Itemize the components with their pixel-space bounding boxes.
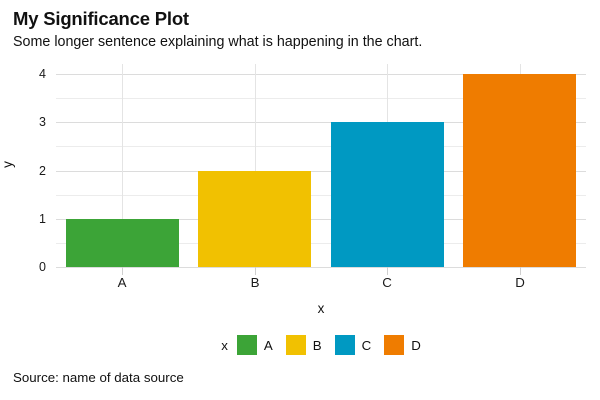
legend-label: A xyxy=(263,337,273,353)
y-tick-label: 1 xyxy=(39,211,46,226)
legend-item-A: A xyxy=(236,335,273,355)
bar-B xyxy=(198,170,311,267)
y-minor-gridline xyxy=(56,98,586,100)
x-tick-mark xyxy=(520,267,521,275)
legend-item-B: B xyxy=(285,335,322,355)
y-minor-gridline xyxy=(56,194,586,196)
x-tick-label: D xyxy=(515,275,525,290)
legend-label: D xyxy=(411,337,421,353)
y-major-gridline xyxy=(56,170,586,172)
legend-label: B xyxy=(312,337,322,353)
bar-A xyxy=(66,218,179,267)
y-tick-label: 3 xyxy=(39,115,46,130)
source-caption: Source: name of data source xyxy=(13,370,184,385)
x-tick-label: B xyxy=(250,275,260,290)
y-major-gridline xyxy=(56,74,586,75)
y-minor-gridline xyxy=(56,242,586,244)
y-tick-label: 2 xyxy=(39,163,46,178)
y-major-gridline xyxy=(56,267,586,268)
y-tick-label: 4 xyxy=(39,67,46,81)
plot-panel: 0 1 2 3 4 A B C D xyxy=(39,64,586,290)
y-major-gridline xyxy=(56,218,586,220)
legend-item-C: C xyxy=(334,335,372,355)
legend-label: C xyxy=(361,337,372,353)
legend-swatch-C xyxy=(334,335,355,355)
legend-item-D: D xyxy=(384,335,421,355)
legend-title: x xyxy=(221,337,228,353)
bar-C xyxy=(331,122,444,267)
x-tick-mark xyxy=(255,267,256,275)
y-minor-gridline xyxy=(56,146,586,148)
category-gridline xyxy=(255,64,256,267)
chart-subtitle: Some longer sentence explaining what is … xyxy=(13,34,423,50)
legend-swatch-D xyxy=(384,335,405,355)
bar-D xyxy=(463,74,576,267)
x-tick-label: C xyxy=(382,275,392,290)
category-gridline xyxy=(122,64,123,267)
x-tick-mark xyxy=(387,267,388,275)
x-axis-title: x xyxy=(317,301,325,316)
legend-swatch-A xyxy=(236,335,257,355)
chart-title: My Significance Plot xyxy=(13,8,189,29)
y-tick-label: 0 xyxy=(39,260,46,274)
y-major-gridline xyxy=(56,122,586,124)
legend-swatch-B xyxy=(285,335,306,355)
x-tick-mark xyxy=(122,267,123,275)
x-tick-label: A xyxy=(117,275,127,290)
